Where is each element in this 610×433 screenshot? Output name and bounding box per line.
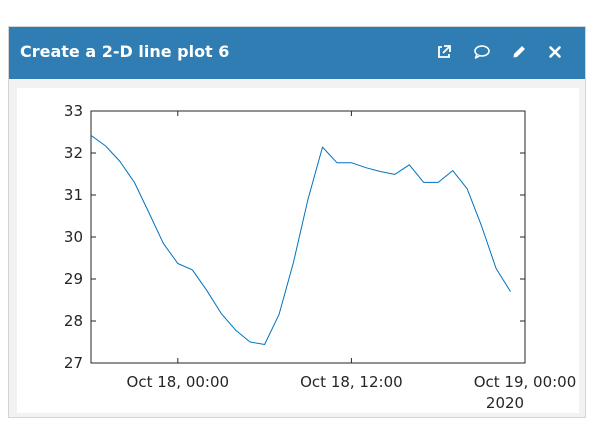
y-tick-label: 27 [64,354,83,372]
comment-icon[interactable] [471,41,493,63]
y-tick-label: 33 [64,102,83,120]
line-chart: 27 28 29 30 31 32 33 Oct 18, 00:00 Oct 18, 12:00… [64,102,577,412]
y-tick-label: 28 [64,312,83,330]
widget-title: Create a 2-D line plot 6 [20,42,230,61]
plot-axes-box [90,110,526,364]
edit-pencil-icon[interactable] [508,41,530,63]
y-tick-label: 29 [64,270,83,288]
x-secondary-label: 2020 [486,394,524,412]
x-tick-label: Oct 18, 12:00 [300,373,403,391]
y-tick-label: 30 [64,228,83,246]
series-line [90,134,511,345]
close-icon[interactable] [544,41,566,63]
y-tick-label: 31 [64,186,83,204]
plot-panel: 27 28 29 30 31 32 33 Oct 18, 00:00 Oct 18, 12:00… [17,88,579,413]
y-tick-label: 32 [64,144,83,162]
plot-widget: Create a 2-D line plot 6 2 [8,26,586,418]
x-tick-label: Oct 18, 00:00 [127,373,230,391]
widget-header: Create a 2-D line plot 6 [9,27,585,79]
open-external-icon[interactable] [433,41,455,63]
x-tick-label: Oct 19, 00:00 [474,373,577,391]
